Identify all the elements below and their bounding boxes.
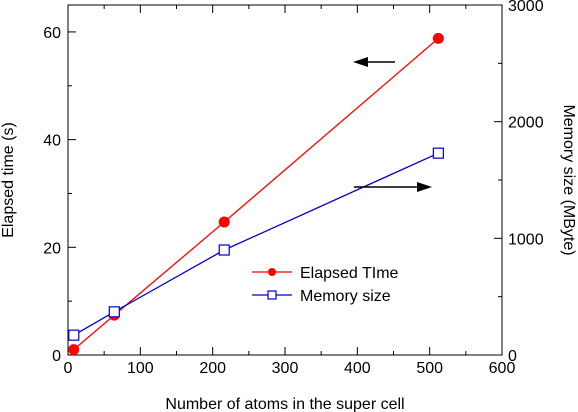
x-tick-label: 0 (64, 360, 73, 377)
data-point-0 (68, 344, 80, 356)
legend-label-0: Elapsed TIme (300, 265, 399, 282)
data-point-1 (432, 147, 444, 159)
x-tick-label: 400 (344, 360, 371, 377)
axis-ticks (67, 4, 503, 356)
right-y-tick-label: 1000 (508, 231, 544, 248)
left-axis-arrow-head (353, 57, 368, 67)
data-point-0 (218, 216, 230, 228)
right-axis-arrow-head (417, 182, 432, 192)
data-point-1 (68, 329, 80, 341)
right-y-tick-label: 0 (508, 348, 517, 365)
series-line-1 (73, 152, 439, 336)
plot-frame (67, 4, 503, 356)
left-y-tick-label: 20 (43, 240, 61, 257)
legend-label-1: Memory size (300, 288, 391, 305)
right-y-axis-title: Memory size (MByte) (560, 104, 577, 255)
left-y-tick-label: 0 (52, 348, 61, 365)
left-y-axis-title: Elapsed time (s) (0, 122, 17, 238)
right-y-tick-label: 3000 (508, 0, 544, 15)
series-line-0 (73, 37, 439, 351)
x-tick-label: 600 (489, 360, 516, 377)
data-point-1 (218, 244, 230, 256)
legend: Elapsed TIme Memory size (252, 265, 399, 305)
x-axis-title: Number of atoms in the super cell (165, 396, 404, 412)
axis-arrows (353, 57, 432, 192)
legend-marker-1 (267, 290, 277, 300)
data-point-0 (432, 32, 444, 44)
legend-marker-0 (268, 268, 276, 276)
left-y-tick-label: 40 (43, 133, 61, 150)
data-point-1 (108, 306, 120, 318)
x-tick-label: 500 (416, 360, 443, 377)
left-y-tick-label: 60 (43, 25, 61, 42)
plot-border (67, 4, 503, 356)
x-tick-label: 200 (199, 360, 226, 377)
series-layer (68, 32, 444, 356)
x-tick-label: 300 (272, 360, 299, 377)
x-tick-label: 100 (127, 360, 154, 377)
right-y-tick-label: 2000 (508, 115, 544, 132)
